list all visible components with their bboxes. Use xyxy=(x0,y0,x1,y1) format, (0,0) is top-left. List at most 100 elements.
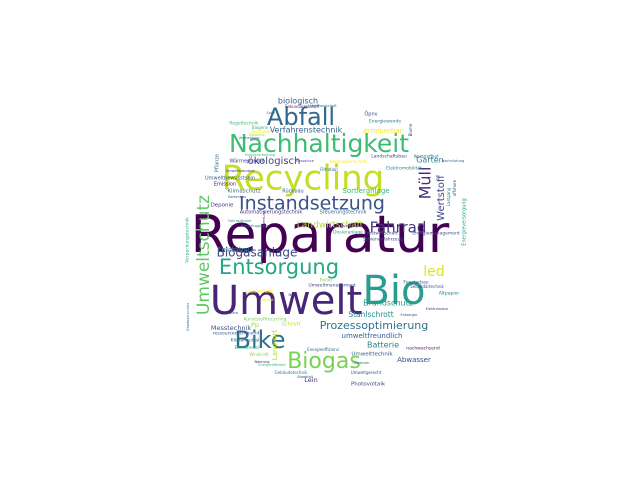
word-sanierung: Sanierung xyxy=(340,224,358,228)
word-energieeffizient: Energieeffizient xyxy=(258,363,286,367)
word-steuerungstechnik: Steuerungstechnik xyxy=(319,210,366,216)
word-vermeidung: Vermeidung xyxy=(238,136,259,140)
word-bike: Bike xyxy=(235,326,286,354)
word-roller: Roller xyxy=(320,278,333,284)
word-umwelttechnik: Umwelttechnik xyxy=(351,352,393,358)
word-nachhaltigkeit: Nachhaltigkeit xyxy=(229,129,409,158)
word-umweltgerecht: Umweltgerecht xyxy=(351,370,382,375)
word-umwelt: Umwelt xyxy=(210,278,362,324)
word-brandschutz: Brandschutz xyxy=(363,299,413,308)
word-altpapier: Altpapier xyxy=(439,291,460,297)
word-waermepumpe: Wärmepumpe xyxy=(229,159,264,165)
word-biogasanlage: Biogasanlage xyxy=(217,246,298,260)
word-bio: Bio xyxy=(362,268,425,314)
word-offshore: offshore xyxy=(452,179,457,196)
word-recycling: Recycling xyxy=(222,159,385,199)
word-fahrradkurier: Fahrradkurier xyxy=(228,219,252,223)
word-deponie: Deponie xyxy=(211,203,234,209)
word-leichtbau: Leichtbau xyxy=(218,246,252,254)
word-messtechnik: Messtechnik xyxy=(211,324,252,332)
word-regeltechnik: Regeltechnik xyxy=(229,121,259,127)
word-filtration: Filtration xyxy=(320,167,338,172)
word-instandsetzung: Instandsetzung xyxy=(239,193,385,215)
word-energieversorgung: Energieversorgung xyxy=(462,198,468,245)
word-erneuerbar: erneuerbar xyxy=(363,127,402,135)
word-oepnv: Öpnv xyxy=(364,111,377,118)
word-dosieranlage: Dosieranlage xyxy=(333,230,363,236)
word-bioabfall: Bioabfall xyxy=(297,375,312,379)
word-neu: Neu xyxy=(289,293,296,297)
word-energiemanagement: Energiemanagement xyxy=(412,231,459,237)
word-landschaftsbau: Landschaftsbau xyxy=(371,154,407,160)
word-forstwirtschaft: Forstwirtschaft xyxy=(364,231,398,237)
word-gartenbau: Gartenbau xyxy=(228,195,247,199)
word-abfallwirtschaft: Abfallwirtschaft xyxy=(309,104,337,108)
word-biogas: Biogas xyxy=(287,349,361,374)
word-nachwachsend: nachwachsend xyxy=(406,346,440,352)
word-verpackungstechnik: Verpackungstechnik xyxy=(185,217,191,263)
word-cloud-words: Reparatur Umwelt Bio Recycling Nachhalti… xyxy=(185,97,468,388)
word-elektromobilitaet: Elektromobilität xyxy=(386,166,422,172)
word-windkraft: Windkraft xyxy=(249,352,269,357)
word-schienenfahrzeug: Schienenfahrzeug xyxy=(363,237,404,243)
word-elektroschrott: Elektroschrott xyxy=(245,289,273,294)
word-nachruestung: Nachrüstung xyxy=(442,159,464,163)
word-umweltschutz: Umweltschutz xyxy=(194,195,214,315)
word-oekologisch: ökologisch xyxy=(248,156,301,167)
word-batterie: Batterie xyxy=(367,341,399,350)
word-solar: Solar xyxy=(267,111,276,115)
word-gewaesserschutz: Gewässerschutz xyxy=(186,303,190,332)
word-kreislaufwirtschaft: Kreislaufwirtschaft xyxy=(329,159,366,164)
word-nahrung: Nahrung xyxy=(254,360,269,364)
word-fensterbau: Fensterbau xyxy=(403,280,428,286)
word-abfall: Abfall xyxy=(267,103,335,131)
word-biogene: Biogene xyxy=(252,125,269,130)
word-prozessoptimierung: Prozessoptimierung xyxy=(320,319,429,332)
word-gebaeudetechnik: Gebäudetechnik xyxy=(275,370,308,375)
word-zero: Zero xyxy=(230,311,238,315)
word-klimaschutz: Klimaschutz xyxy=(227,189,260,195)
word-abwasser: Abwasser xyxy=(397,356,431,364)
word-ressource: Ressource xyxy=(296,159,314,163)
word-umweltbewusstsein: Umweltbewusstsein xyxy=(205,176,255,182)
word-wertstoffhof: Wertstoffhof xyxy=(414,154,439,159)
word-holzverarbeitung: Holzverarbeitung xyxy=(245,153,275,157)
word-biologisch: biologisch xyxy=(278,97,318,106)
word-biomasse: Biomasse xyxy=(251,129,271,134)
word-reparatur: Reparatur xyxy=(191,205,450,265)
word-led: led xyxy=(423,264,444,280)
word-landwirt: Landwirt xyxy=(271,330,279,361)
word-automatisierungstechnik: Automatisierungstechnik xyxy=(240,210,303,216)
word-energieeffizienz: Energieeffizienz xyxy=(307,347,339,352)
word-lein: Lein xyxy=(304,376,317,384)
word-sekundaertechnik: Sekundärtechnik xyxy=(410,284,444,289)
word-blume: Blume xyxy=(408,123,413,136)
word-emission: Emission xyxy=(214,182,236,188)
word-biotonne: Biotonne xyxy=(249,133,265,137)
word-entsorger: Entsorger xyxy=(401,313,419,317)
word-umweltfreundlich: umweltfreundlich xyxy=(342,332,403,340)
word-landwirtschaft: Landwirtschaft xyxy=(297,221,364,231)
word-schrott: Schrott xyxy=(281,322,302,328)
word-umweltstandard: Umweltstandard xyxy=(226,169,255,173)
word-garten: Garten xyxy=(416,156,444,165)
word-klimaneutral: Klimaneutral xyxy=(231,338,260,344)
word-oekostrom: Ökostrom xyxy=(353,360,370,365)
word-elektromobil: Elektromobil xyxy=(234,345,259,350)
word-wertstoff: Wertstoff xyxy=(436,174,447,221)
word-energiewende: Energiewende xyxy=(369,119,401,125)
word-lastgang: Lastgang xyxy=(446,187,451,206)
word-ressourcenschonend: ressourcenschonend xyxy=(213,331,260,337)
word-rueckbau: Rückbau xyxy=(282,189,303,195)
word-photovoltaik: Photovoltaik xyxy=(351,382,386,388)
word-verwertung: Verwertung xyxy=(262,211,266,231)
word-entsorgung: Entsorgung xyxy=(219,255,339,279)
word-sekundaerrohstoff: Sekundärrohstoff xyxy=(285,104,319,109)
word-recyclingpapier: Recyclingpapier xyxy=(241,224,269,228)
word-fahrrad: Fahrrad xyxy=(370,219,427,237)
word-muell: Müll xyxy=(416,167,435,200)
word-umweltmanagement: Umweltmanagement xyxy=(308,283,356,289)
word-pp: Pp xyxy=(251,321,259,329)
word-kunststoffrecycling: Kunststoffrecycling xyxy=(244,317,287,323)
